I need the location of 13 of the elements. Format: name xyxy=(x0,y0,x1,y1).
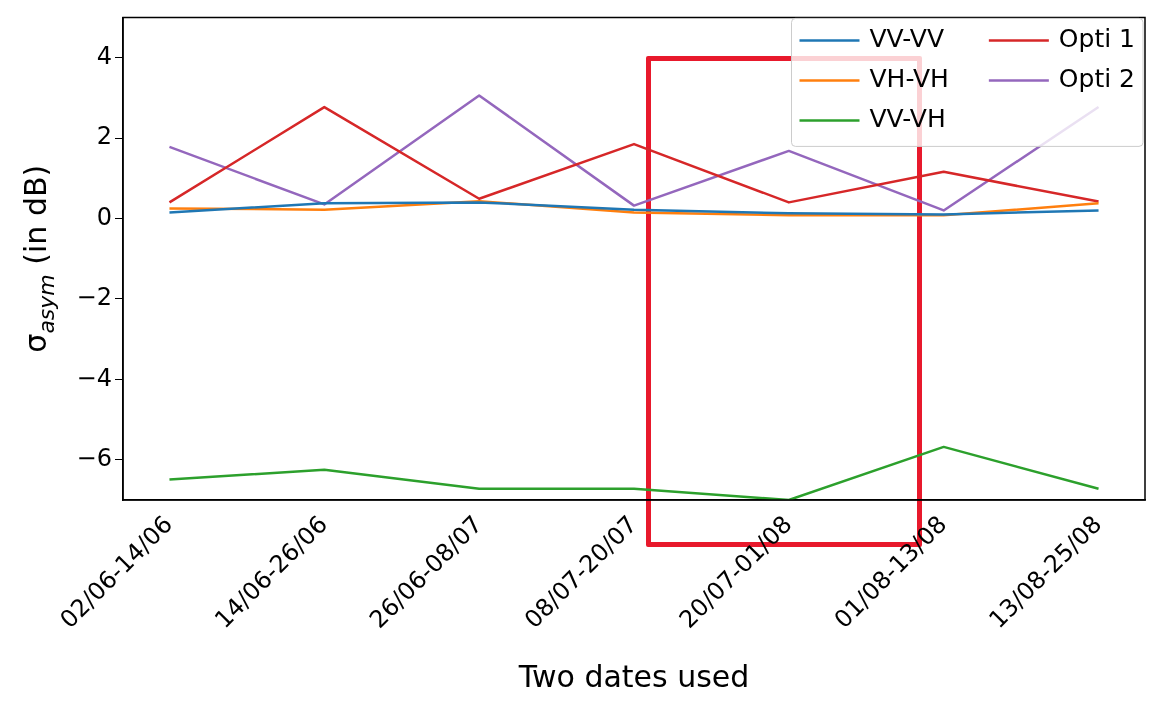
legend-label: VH-VH xyxy=(869,63,949,93)
legend-label: Opti 2 xyxy=(1058,63,1136,93)
y-tick-label: 4 xyxy=(96,41,112,70)
x-axis-title: Two dates used xyxy=(517,658,750,694)
y-tick-label: 2 xyxy=(96,122,112,151)
y-tick-label: −4 xyxy=(76,363,112,392)
legend-label: Opti 1 xyxy=(1058,23,1136,53)
legend-label: VV-VV xyxy=(869,23,944,53)
y-tick-label: −2 xyxy=(76,283,112,312)
y-axis-title: σasym (in dB) xyxy=(18,164,59,353)
y-tick-label: 0 xyxy=(96,202,112,231)
legend-label: VV-VH xyxy=(869,103,946,133)
y-tick-label: −6 xyxy=(76,444,112,473)
